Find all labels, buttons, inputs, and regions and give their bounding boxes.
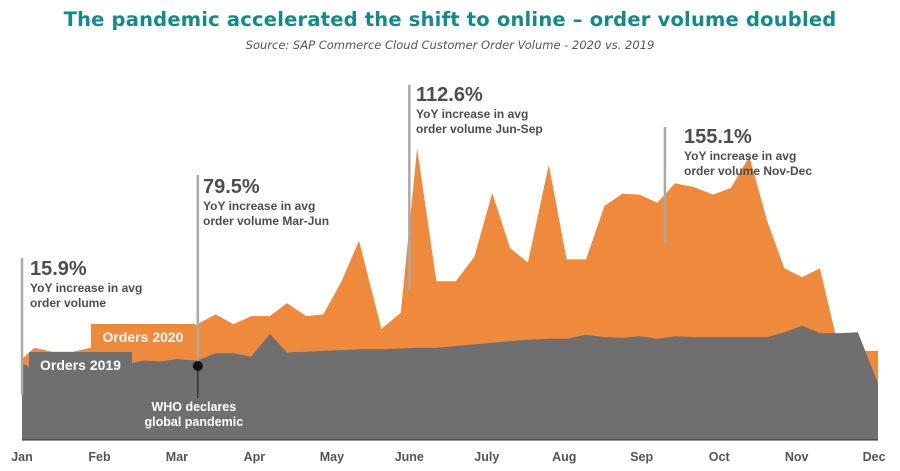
x-tick-label: Apr — [244, 450, 266, 464]
annotation-caption: YoY increase in avg — [416, 107, 528, 121]
x-tick-label: Mar — [166, 450, 188, 464]
annotation-percent: 15.9% — [30, 258, 87, 280]
area-orders-2019 — [22, 325, 878, 440]
x-tick-label: Aug — [552, 450, 576, 464]
annotation-percent: 112.6% — [416, 84, 483, 106]
legend-swatch — [91, 324, 195, 351]
legend-label: Orders 2020 — [103, 329, 184, 345]
x-tick-label: Nov — [785, 450, 809, 464]
event-dot — [192, 361, 203, 371]
legend: Orders 2020 Orders 2019 — [29, 324, 195, 379]
annotation-caption: order volume Nov-Dec — [684, 164, 812, 178]
x-tick-label: June — [395, 450, 424, 464]
annotation-caption: YoY increase in avg — [30, 281, 142, 295]
x-tick-label: Sep — [630, 450, 653, 464]
event-label: WHO declares — [151, 400, 236, 414]
annotation-caption: YoY increase in avg — [684, 149, 796, 163]
x-tick-label: Dec — [863, 450, 886, 464]
areas-layer — [22, 148, 878, 440]
annotation-caption: YoY increase in avg — [203, 199, 315, 213]
annotation-caption: order volume — [30, 296, 106, 310]
annotation-caption: order volume Jun-Sep — [416, 122, 543, 136]
legend-swatch — [29, 352, 132, 379]
x-axis: Jan Feb Mar Apr May June July Aug Sep Oct Nov Dec — [11, 450, 885, 464]
x-tick-label: July — [474, 450, 499, 464]
annotation-percent: 155.1% — [684, 126, 752, 148]
x-tick-label: Jan — [11, 450, 33, 464]
chart-subtitle: Source: SAP Commerce Cloud Customer Orde… — [245, 38, 655, 52]
annotation-percent: 79.5% — [203, 176, 260, 198]
event-label: global pandemic — [145, 415, 244, 429]
chart-title: The pandemic accelerated the shift to on… — [63, 8, 837, 31]
x-tick-label: Feb — [88, 450, 111, 464]
annotation-caption: order volume Mar-Jun — [203, 214, 329, 228]
x-tick-label: Oct — [709, 450, 731, 464]
x-tick-label: May — [320, 450, 344, 464]
legend-label: Orders 2019 — [40, 357, 121, 373]
